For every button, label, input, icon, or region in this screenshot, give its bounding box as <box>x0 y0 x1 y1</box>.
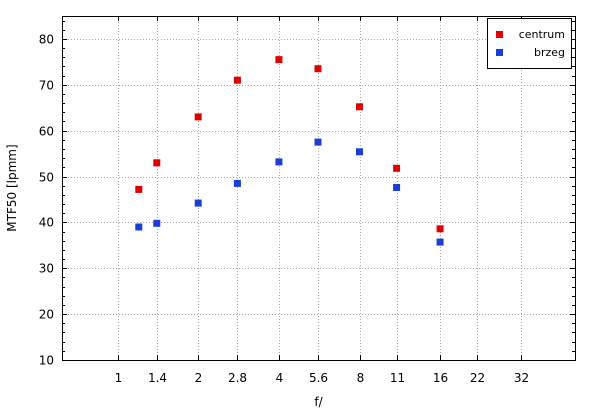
x-axis-title: f/ <box>314 395 323 409</box>
legend-label-brzeg: brzeg <box>534 46 565 59</box>
x-tick-label: 32 <box>514 371 529 385</box>
point-brzeg <box>356 148 363 156</box>
x-tick-label: 1.4 <box>148 371 167 385</box>
point-centrum <box>135 185 143 193</box>
y-tick-label: 80 <box>39 33 54 47</box>
y-tick-label: 70 <box>39 79 54 93</box>
legend-marker-centrum <box>496 31 503 38</box>
x-tick-label: 4 <box>276 371 284 385</box>
x-tick-label: 16 <box>433 371 448 385</box>
point-centrum <box>275 56 283 64</box>
legend: centrum brzeg <box>487 18 572 69</box>
point-centrum <box>436 225 444 233</box>
point-centrum <box>194 113 202 121</box>
x-tick-label: 5.6 <box>309 371 328 385</box>
y-tick-label: 60 <box>39 125 54 139</box>
legend-box <box>487 18 572 69</box>
legend-marker-brzeg <box>496 49 503 56</box>
point-brzeg <box>393 184 401 191</box>
point-brzeg <box>135 223 143 231</box>
point-brzeg <box>153 219 161 227</box>
x-tick-label: 1 <box>115 371 123 385</box>
point-brzeg <box>275 158 283 166</box>
axis-ticks: 10 20 30 40 50 60 70 80 1 1.4 2 2.8 4 5.6 8 11 16 22 32 <box>39 16 575 385</box>
point-centrum <box>314 65 322 73</box>
y-tick-label: 50 <box>39 171 54 185</box>
point-brzeg <box>233 179 241 187</box>
y-tick-label: 30 <box>39 262 54 276</box>
point-brzeg <box>194 199 202 207</box>
x-tick-label: 22 <box>470 371 485 385</box>
x-tick-label: 8 <box>357 371 365 385</box>
data-points <box>135 56 444 246</box>
point-centrum <box>393 164 401 172</box>
x-tick-label: 11 <box>390 371 405 385</box>
y-tick-label: 20 <box>39 308 54 322</box>
y-tick-label: 40 <box>39 216 54 230</box>
legend-label-centrum: centrum <box>519 28 565 41</box>
point-centrum <box>233 76 241 84</box>
x-tick-label: 2.8 <box>228 371 247 385</box>
point-centrum <box>356 103 363 111</box>
point-brzeg <box>436 238 444 246</box>
x-tick-label: 2 <box>195 371 203 385</box>
point-centrum <box>153 159 161 167</box>
y-axis-title: MTF50 [lpmm] <box>5 144 19 231</box>
point-brzeg <box>314 138 322 146</box>
y-tick-label: 10 <box>39 354 54 368</box>
